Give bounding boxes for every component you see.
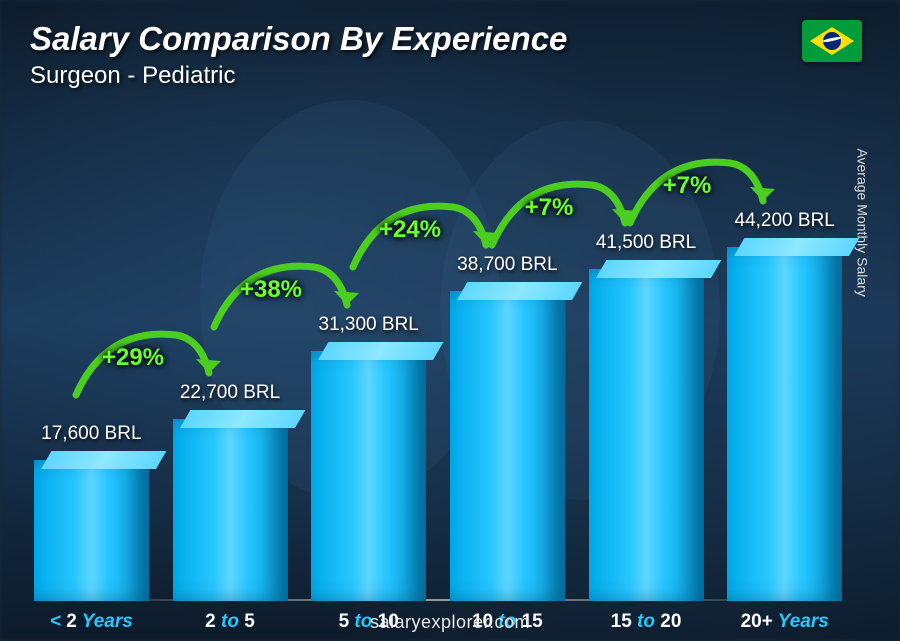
bar-value-label: 41,500 BRL bbox=[596, 232, 696, 254]
bar-group: 41,500 BRL15 to 20+7% bbox=[585, 232, 708, 601]
bar-value-label: 31,300 BRL bbox=[319, 314, 419, 336]
bar-group: 22,700 BRL2 to 5+29% bbox=[169, 382, 292, 601]
bar-group: 44,200 BRL20+ Years+7% bbox=[723, 210, 846, 601]
bar-group: 17,600 BRL< 2 Years bbox=[30, 423, 153, 601]
header: Salary Comparison By Experience Surgeon … bbox=[30, 20, 870, 90]
bar-group: 38,700 BRL10 to 15+24% bbox=[446, 254, 569, 601]
bar bbox=[311, 342, 426, 601]
bars-container: 17,600 BRL< 2 Years22,700 BRL2 to 5+29%3… bbox=[30, 151, 846, 601]
bar bbox=[727, 238, 842, 601]
bar-value-label: 38,700 BRL bbox=[457, 254, 557, 276]
bar-value-label: 44,200 BRL bbox=[735, 210, 835, 232]
bar bbox=[589, 260, 704, 601]
pct-increase-label: +7% bbox=[663, 172, 712, 199]
y-axis-label: Average Monthly Salary bbox=[854, 148, 870, 296]
bar bbox=[34, 451, 149, 601]
pct-increase-label: +29% bbox=[102, 344, 164, 371]
pct-increase-label: +24% bbox=[379, 216, 441, 243]
brazil-flag-icon bbox=[802, 20, 862, 62]
chart-area: 17,600 BRL< 2 Years22,700 BRL2 to 5+29%3… bbox=[30, 100, 870, 641]
bar-group: 31,300 BRL5 to 10+38% bbox=[307, 314, 430, 601]
pct-increase-label: +7% bbox=[524, 194, 573, 221]
bar-value-label: 17,600 BRL bbox=[41, 423, 141, 445]
bar-value-label: 22,700 BRL bbox=[180, 382, 280, 404]
chart-subtitle: Surgeon - Pediatric bbox=[30, 62, 567, 90]
bar bbox=[173, 410, 288, 601]
bar bbox=[450, 282, 565, 601]
pct-increase-label: +38% bbox=[240, 276, 302, 303]
chart-title: Salary Comparison By Experience bbox=[30, 20, 567, 58]
footer-source: salaryexplorer.com bbox=[0, 612, 900, 633]
